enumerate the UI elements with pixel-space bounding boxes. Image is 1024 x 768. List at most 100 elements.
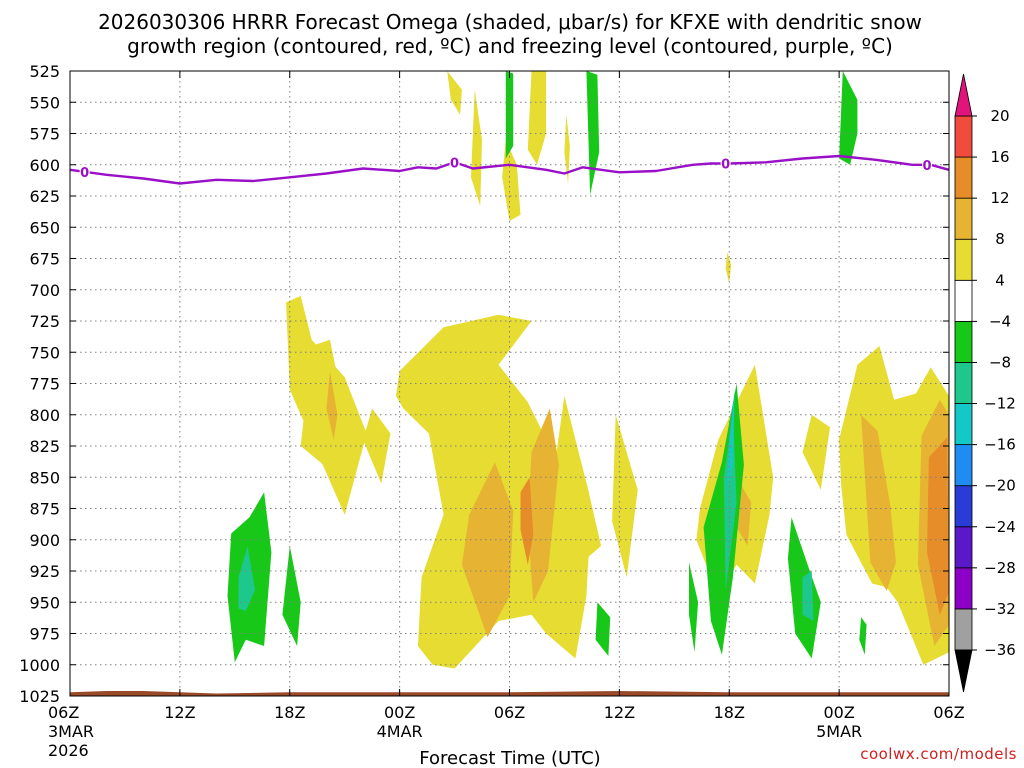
omega-region-16 bbox=[461, 462, 514, 638]
x-axis-label: Forecast Time (UTC) bbox=[419, 748, 600, 768]
colorbar-swatch--32-to--28 bbox=[954, 567, 973, 610]
omega-region-31 bbox=[595, 602, 611, 656]
colorbar-label-8: 8 bbox=[995, 230, 1005, 248]
colorbar-swatch-4-to-8 bbox=[954, 238, 973, 281]
omega-region-17 bbox=[527, 408, 559, 603]
colorbar-max-arrow bbox=[954, 73, 973, 117]
omega-region-22 bbox=[927, 437, 949, 615]
colorbar-label--36: −36 bbox=[984, 641, 1016, 659]
x-year-label-0: 2026 bbox=[48, 741, 89, 760]
y-tick-label-525: 525 bbox=[29, 62, 60, 81]
colorbar-swatch--36-to--32 bbox=[954, 608, 973, 651]
colorbar-label--28: −28 bbox=[984, 559, 1016, 577]
x-tick-label-2: 18Z bbox=[274, 703, 305, 722]
colorbar-swatch--8-to--4 bbox=[954, 320, 973, 363]
omega-region-27 bbox=[839, 71, 858, 165]
freezing-level-label-1: 0 bbox=[450, 156, 459, 171]
colorbar-swatch--24-to--20 bbox=[954, 485, 973, 528]
y-axis: 525 550 575 600 625 650 675 700 725 750 775 800 825 8… bbox=[19, 62, 949, 706]
freezing-label-bg-0 bbox=[79, 164, 90, 179]
y-tick-label-875: 875 bbox=[29, 500, 60, 519]
colorbar-swatch-8-to-12 bbox=[954, 197, 973, 240]
y-tick-label-950: 950 bbox=[29, 593, 60, 612]
colorbar-swatch--4-to-4 bbox=[954, 279, 973, 322]
omega-region-4 bbox=[555, 396, 602, 559]
x-tick-label-3: 00Z bbox=[384, 703, 415, 722]
omega-region-28 bbox=[505, 71, 514, 159]
y-tick-label-725: 725 bbox=[29, 312, 60, 331]
omega-region-35 bbox=[802, 571, 814, 621]
omega-region-12 bbox=[527, 71, 547, 165]
freezing-level-label-3: 0 bbox=[923, 159, 932, 174]
omega-region-24 bbox=[282, 546, 301, 646]
omega-region-21 bbox=[520, 477, 534, 565]
x-tick-label-5: 12Z bbox=[604, 703, 635, 722]
colorbar: −36 −32 −28 −24 −20 −16 −12 −8 −4 4 8 12 16 20 bbox=[954, 73, 1016, 693]
omega-region-11 bbox=[502, 139, 521, 221]
y-tick-label-925: 925 bbox=[29, 562, 60, 581]
colorbar-label--20: −20 bbox=[984, 477, 1016, 495]
y-tick-label-800: 800 bbox=[29, 406, 60, 425]
y-tick-label-1000: 1000 bbox=[19, 656, 60, 675]
colorbar-label--16: −16 bbox=[984, 436, 1016, 454]
colorbar-label-4: 4 bbox=[995, 271, 1005, 289]
colorbar-label--8: −8 bbox=[989, 353, 1011, 371]
colorbar-swatch-12-to-16 bbox=[954, 156, 973, 199]
x-date-label-3: 4MAR bbox=[377, 722, 423, 741]
y-tick-label-600: 600 bbox=[29, 156, 60, 175]
colorbar-label--32: −32 bbox=[984, 600, 1016, 618]
omega-region-7 bbox=[802, 414, 830, 490]
colorbar-swatch-16-to-20 bbox=[954, 115, 973, 158]
colorbar-label--24: −24 bbox=[984, 518, 1016, 536]
x-tick-label-1: 12Z bbox=[164, 703, 195, 722]
y-tick-label-900: 900 bbox=[29, 531, 60, 550]
y-tick-label-975: 975 bbox=[29, 625, 60, 644]
x-tick-label-4: 06Z bbox=[494, 703, 525, 722]
chart-title-line-2: growth region (contoured, red, ºC) and f… bbox=[127, 34, 893, 58]
omega-region-13 bbox=[564, 114, 570, 184]
y-tick-label-700: 700 bbox=[29, 281, 60, 300]
omega-region-33 bbox=[238, 546, 255, 611]
omega-region-25 bbox=[703, 383, 744, 655]
x-date-label-0: 3MAR bbox=[48, 722, 94, 741]
y-tick-label-825: 825 bbox=[29, 437, 60, 456]
omega-shading bbox=[227, 71, 949, 669]
freezing-label-bg-1 bbox=[449, 155, 460, 170]
freezing-label-bg-3 bbox=[922, 157, 933, 172]
omega-region-1 bbox=[300, 339, 349, 468]
omega-region-3 bbox=[363, 408, 391, 484]
omega-region-36 bbox=[727, 389, 735, 490]
colorbar-label-20: 20 bbox=[990, 107, 1009, 125]
colorbar-label-12: 12 bbox=[990, 189, 1009, 207]
colorbar-min-arrow bbox=[954, 649, 973, 693]
chart-title-line-1: 2026030306 HRRR Forecast Omega (shaded, … bbox=[98, 10, 922, 34]
omega-region-5 bbox=[612, 414, 638, 578]
y-tick-label-850: 850 bbox=[29, 468, 60, 487]
y-tick-label-1025: 1025 bbox=[19, 687, 60, 706]
y-tick-label-550: 550 bbox=[29, 93, 60, 112]
omega-region-10 bbox=[471, 89, 482, 206]
x-tick-label-0: 06Z bbox=[48, 703, 79, 722]
x-tick-label-6: 18Z bbox=[714, 703, 745, 722]
colorbar-label-16: 16 bbox=[990, 148, 1009, 166]
omega-region-19 bbox=[861, 414, 896, 591]
x-tick-label-7: 00Z bbox=[823, 703, 854, 722]
freezing-level-line bbox=[69, 154, 950, 185]
y-tick-label-750: 750 bbox=[29, 343, 60, 362]
y-tick-label-625: 625 bbox=[29, 187, 60, 206]
omega-region-30 bbox=[689, 562, 699, 653]
x-date-label-7: 5MAR bbox=[816, 722, 862, 741]
omega-region-34 bbox=[723, 414, 737, 590]
colorbar-swatch--16-to--12 bbox=[954, 403, 973, 446]
omega-region-9 bbox=[447, 71, 462, 115]
colorbar-swatch--28-to--24 bbox=[954, 526, 973, 569]
freezing-level-label-2: 0 bbox=[721, 158, 730, 173]
y-tick-label-650: 650 bbox=[29, 218, 60, 237]
y-tick-label-775: 775 bbox=[29, 375, 60, 394]
y-tick-label-675: 675 bbox=[29, 250, 60, 269]
omega-region-32 bbox=[859, 617, 867, 655]
credit-text: coolwx.com/models bbox=[860, 745, 1017, 763]
x-tick-label-8: 06Z bbox=[933, 703, 964, 722]
